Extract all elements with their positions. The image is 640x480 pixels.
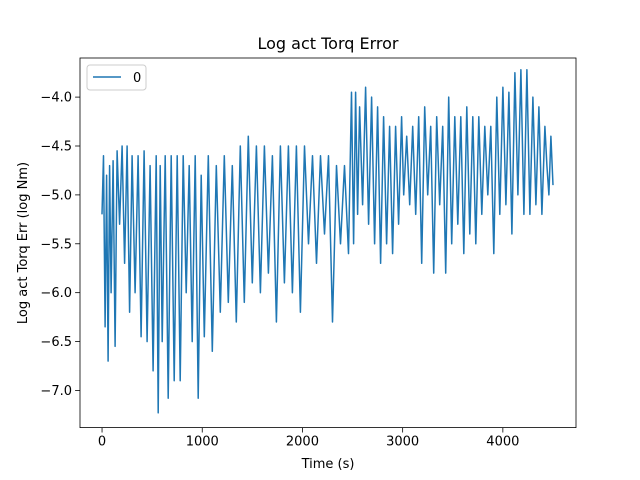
chart-title: Log act Torq Error: [257, 34, 398, 53]
legend: 0: [86, 64, 147, 91]
y-tick-label: −4.0: [40, 91, 72, 106]
y-tick-label: −5.0: [40, 188, 72, 203]
axes-frame: [79, 57, 577, 429]
y-tick-label: −5.5: [40, 237, 72, 252]
x-tick-label: 4000: [486, 435, 519, 450]
y-tick-label: −7.0: [40, 384, 72, 399]
x-tick-label: 2000: [286, 435, 319, 450]
y-tick-label: −6.5: [40, 335, 72, 350]
y-tick-label: −6.0: [40, 286, 72, 301]
y-axis: −7.0 −6.5 −6.0 −5.5 −5.0 −4.5 −4.0: [40, 91, 80, 399]
x-axis: 0 1000 2000 3000 4000: [98, 427, 519, 450]
x-axis-title: Time (s): [301, 457, 355, 472]
y-axis-title: Log act Torq Err (log Nm): [16, 162, 31, 324]
series-line: [101, 68, 554, 414]
x-tick-label: 3000: [386, 435, 419, 450]
legend-label: 0: [133, 71, 141, 86]
x-tick-label: 1000: [186, 435, 219, 450]
x-tick-label: 0: [98, 435, 106, 450]
y-tick-label: −4.5: [40, 140, 72, 155]
plot-area: [101, 68, 554, 414]
